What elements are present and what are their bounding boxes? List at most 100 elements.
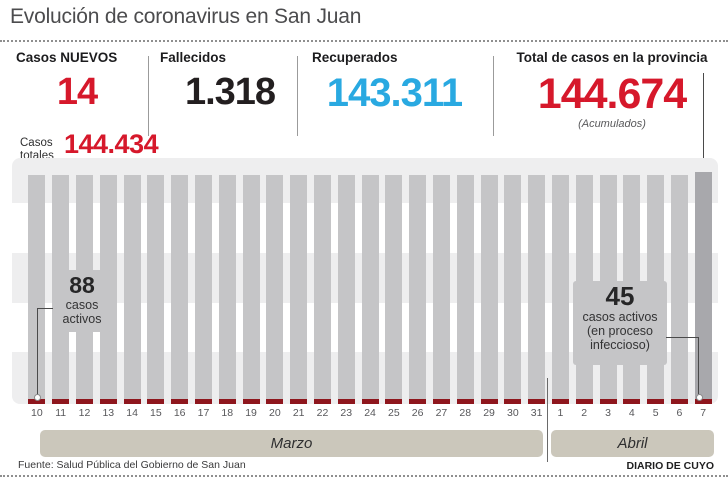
annotation-active-end: 45 casos activos (en proceso infeccioso): [573, 281, 667, 365]
bar-active-cases: [385, 399, 403, 404]
x-axis-ticks: 10 11 12 13 14 15 16 17 18 19 20 21 22 2…: [25, 407, 715, 419]
bar-active-cases: [456, 399, 474, 404]
stat-label: Recuperados: [312, 50, 398, 65]
bar-active-cases: [28, 399, 46, 404]
bar-slot: [334, 172, 358, 404]
bar-total-cases: [266, 175, 284, 404]
bar-total-cases: [480, 175, 498, 404]
x-tick-label: 5: [652, 407, 659, 419]
bar-total-cases: [456, 175, 474, 404]
stat-value: 14: [56, 71, 98, 113]
bar-slot: [525, 172, 549, 404]
bar-total-cases: [290, 175, 308, 404]
bar-total-cases: [147, 175, 165, 404]
connector-45-dot: [695, 394, 703, 401]
bar-total-cases: [313, 175, 331, 404]
bar-active-cases: [337, 399, 355, 404]
bar-active-cases: [218, 399, 236, 404]
bar-active-cases: [551, 399, 569, 404]
bar-slot: [239, 172, 263, 404]
x-tick-label: 23: [340, 407, 353, 419]
stat-value: 1.318: [184, 71, 276, 113]
bar-slot: [453, 172, 477, 404]
stat-recuperados: Recuperados 143.311: [312, 50, 477, 136]
stat-label: Casos NUEVOS: [16, 50, 118, 65]
x-tick-label: 4: [628, 407, 635, 419]
bar-slot: [358, 172, 382, 404]
x-tick-label: 11: [55, 407, 67, 419]
bar-slot: [168, 172, 192, 404]
stat-total-provincia: Total de casos en la provincia 144.674 (…: [512, 50, 712, 136]
bar-slot: [287, 172, 311, 404]
x-tick-label: 26: [411, 407, 424, 419]
bar-slot: [120, 172, 144, 404]
bar-total-cases: [504, 175, 522, 404]
bar-total-cases: [670, 175, 688, 404]
x-tick-label: 3: [605, 407, 611, 419]
pointer-line-total-to-last-bar: [703, 73, 704, 172]
connector-45-vertical: [698, 337, 699, 394]
dotted-divider-top: [0, 40, 728, 42]
x-tick-label: 7: [700, 407, 707, 419]
connector-45-horizontal: [666, 337, 699, 338]
bar-total-cases: [218, 175, 236, 404]
bar-active-cases: [266, 399, 284, 404]
stat-value: 144.674: [537, 70, 687, 118]
publisher-credit: DIARIO DE CUYO: [626, 460, 714, 472]
x-tick-label: 31: [530, 407, 543, 419]
bar-slot: [549, 172, 573, 404]
bar-total-cases: [337, 175, 355, 404]
month-band-marzo: Marzo: [40, 430, 543, 457]
bar-total-cases: [432, 175, 450, 404]
stat-label: Total de casos en la provincia: [516, 50, 708, 65]
bar-slot: [215, 172, 239, 404]
bar-active-cases: [599, 399, 617, 404]
bar-slot: [25, 172, 49, 404]
stat-casos-nuevos: Casos NUEVOS 14: [16, 50, 138, 136]
bar-slot: [192, 172, 216, 404]
bar-total-cases: [28, 175, 46, 404]
month-divider-line: [547, 378, 548, 462]
x-tick-label: 25: [388, 407, 400, 419]
bar-slot: [691, 172, 715, 404]
x-tick-label: 2: [581, 407, 588, 419]
bar-active-cases: [409, 399, 427, 404]
bar-total-cases: [171, 175, 189, 404]
bar-total-cases: [194, 175, 212, 404]
x-tick-label: 27: [435, 407, 448, 419]
x-tick-label: 24: [364, 407, 376, 419]
connector-88-vertical: [37, 308, 38, 395]
bar-active-cases: [147, 399, 165, 404]
bar-active-cases: [75, 399, 93, 404]
x-tick-label: 21: [292, 407, 305, 419]
casos-totales-value: 144.434: [64, 129, 159, 159]
x-tick-label: 12: [78, 407, 91, 419]
stats-divider: [148, 56, 149, 136]
bar-active-cases: [694, 399, 712, 404]
x-tick-label: 30: [506, 407, 519, 419]
bar-active-cases: [52, 399, 70, 404]
bar-active-cases: [171, 399, 189, 404]
connector-88-dot: [33, 394, 41, 401]
bar-active-cases: [504, 399, 522, 404]
bar-active-cases: [647, 399, 665, 404]
stats-divider: [493, 56, 494, 136]
bar-active-cases: [670, 399, 688, 404]
bar-active-cases: [123, 399, 141, 404]
bar-total-cases: [528, 175, 546, 404]
bar-active-cases: [575, 399, 593, 404]
x-tick-label: 28: [459, 407, 472, 419]
bar-total-cases: [242, 175, 260, 404]
x-tick-label: 15: [150, 407, 162, 419]
source-credit: Fuente: Salud Pública del Gobierno de Sa…: [18, 459, 246, 471]
stat-note: (Acumulados): [578, 118, 646, 130]
x-tick-label: 1: [557, 407, 564, 419]
stats-divider: [297, 56, 298, 136]
bar-active-cases: [528, 399, 546, 404]
annotation-active-start: 88 casos activos: [52, 270, 112, 332]
bar-slot: [430, 172, 454, 404]
x-tick-label: 16: [173, 407, 186, 419]
bar-total-cases: [409, 175, 427, 404]
bar-active-cases: [480, 399, 498, 404]
